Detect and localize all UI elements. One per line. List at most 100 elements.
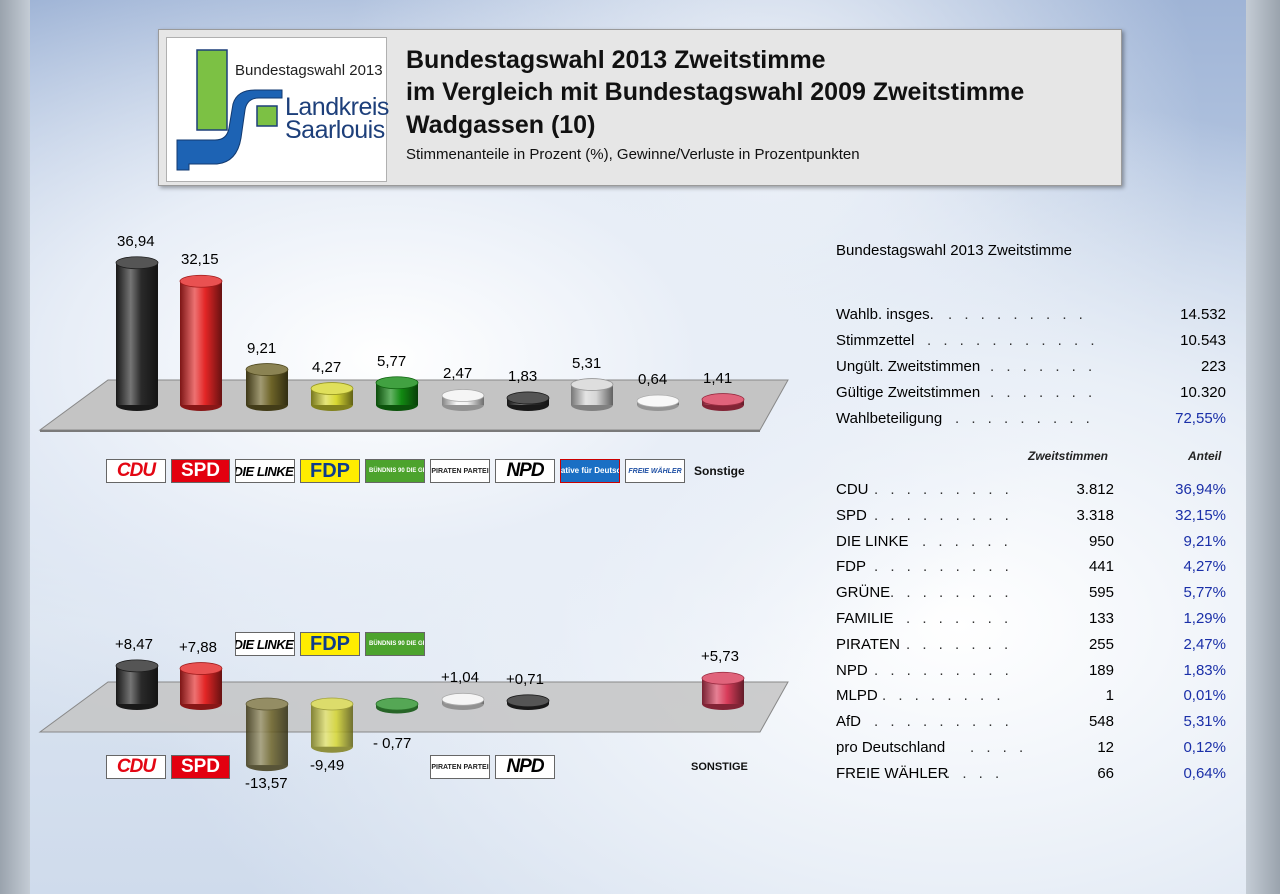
landkreis-logo-graphic [176,49,283,171]
value-label-8: 0,64 [638,371,668,388]
logo-npd-2: NPD [495,755,555,779]
party-votes: 950 [1088,532,1114,550]
party-share: 1,29% [1183,610,1226,627]
party-share: 36,94% [1175,481,1226,498]
party-share: 5,77% [1183,584,1226,602]
party-row: SPD . . . . . . . . . 3.318 32,15% [836,507,1226,529]
dot-leader: . . . . . . . [990,358,1097,375]
party-row: PIRATEN . . . . . . . 255 2,47% [836,636,1226,658]
change-bar-grüne [375,697,419,714]
logo-cdu-2: CDU [106,755,166,779]
party-row: DIE LINKE . . . . . . 950 9,21% [836,533,1226,555]
summary-value: 10.320 [1180,384,1226,401]
logo-freie-waehler: FREIE WÄHLER [625,459,685,483]
top-chart-floor-front [40,430,760,432]
party-row: FREIE WÄHLER. . . . 66 0,64% [836,765,1226,787]
summary-label: Ungült. Zweitstimmen [836,358,981,375]
bar-piraten [441,389,485,411]
logo-piraten: PIRATEN PARTEI [430,459,490,483]
change-bar-sonstige [701,671,745,710]
col-header-votes: Zweitstimmen [1028,449,1109,463]
party-votes: 548 [1088,713,1114,731]
party-row: CDU . . . . . . . . . 3.812 36,94% [836,481,1226,503]
change-label-6: +0,71 [506,670,544,688]
title-line3: Wadgassen (10) [406,111,596,139]
party-votes: 595 [1088,584,1114,602]
party-name: FAMILIE [836,610,894,627]
party-votes: 12 [1097,739,1114,756]
dot-leader: . . . . . . . [990,384,1097,401]
value-label-3: 4,27 [312,358,342,376]
label-sonstige: Sonstige [694,464,745,478]
summary-row: Wahlbeteiligung . . . . . . . . . 72,55% [836,410,1226,432]
logo-landkreis-text: Landkreis Saarlouis [285,93,389,143]
logo-afd: Alternative für Deutschland [560,459,620,483]
party-name: SPD [836,506,867,524]
summary-value: 72,55% [1175,410,1226,427]
change-bar-spd [179,662,223,710]
party-name: GRÜNE [836,584,891,602]
frame-left [0,0,30,894]
logo-line1: Landkreis [285,93,389,121]
dot-leader: . . . . . . . . . [874,661,1013,679]
party-name: FREIE WÄHLER [836,764,949,782]
party-name: NPD [836,661,868,679]
value-label-0: 36,94 [117,232,155,250]
dot-leader: . . . . [946,764,1004,782]
bar-die-linke [245,363,289,411]
party-votes: 3.318 [1076,506,1114,524]
logo-spd: SPD [171,459,230,483]
summary-label: Wahlbeteiligung [836,410,943,427]
change-label-2: -13,57 [245,775,288,793]
frame-right [1246,0,1280,894]
party-votes: 441 [1088,558,1114,576]
summary-row: Gültige Zweitstimmen . . . . . . . 10.320 [836,384,1226,406]
stats-title: Bundestagswahl 2013 Zweitstimme [836,242,1072,259]
party-votes: 66 [1097,764,1114,782]
summary-row: Stimmzettel . . . . . . . . . . . 10.543 [836,332,1226,354]
label-sonstige-caps: SONSTIGE [691,761,748,773]
col-header-share: Anteil [1188,449,1222,463]
party-name: pro Deutschland [836,739,946,756]
bar-freie-wähler [636,394,680,411]
party-share: 4,27% [1183,558,1226,576]
bar-afd [570,378,614,411]
party-row: GRÜNE. . . . . . . . 595 5,77% [836,584,1226,606]
change-label-0: +8,47 [115,635,153,653]
party-row: MLPD. . . . . . . . 1 0,01% [836,687,1226,709]
change-bar-npd [506,694,550,710]
value-label-7: 5,31 [572,354,602,372]
bar-sonstige [701,393,745,411]
change-label-7: +5,73 [701,648,739,666]
logo-year-text: Bundestagswahl 2013 [235,62,383,79]
party-share: 9,21% [1183,532,1226,550]
party-name: FDP [836,558,866,576]
party-row: FDP . . . . . . . . . 441 4,27% [836,558,1226,580]
change-bar-piraten [441,692,485,710]
logo-spd-2: SPD [171,755,230,779]
dot-leader: . . . . . . . . . [874,713,1013,731]
change-bar-cdu [115,659,159,710]
logo-gruene: BÜNDNIS 90 DIE GRÜNEN [365,459,425,483]
party-row: NPD . . . . . . . . . 189 1,83% [836,662,1226,684]
change-label-4: - 0,77 [373,735,412,753]
party-share: 5,31% [1183,713,1226,731]
logo-fdp-2: FDP [300,632,360,656]
party-share: 2,47% [1183,635,1226,653]
summary-label: Gültige Zweitstimmen [836,384,981,401]
logo-cdu: CDU [106,459,166,483]
summary-label: Stimmzettel [836,332,915,349]
summary-label: Wahlb. insges. [836,306,934,323]
bar-fdp [310,382,354,411]
dot-leader: . . . . . . . . . [955,410,1094,427]
dot-leader: . . . . . . . . . [874,481,1013,498]
logo-die-linke-2: DIE LINKE. [235,632,295,656]
value-label-9: 1,41 [703,369,733,387]
value-label-6: 1,83 [508,367,538,385]
party-row: pro Deutschland . . . . 12 0,12% [836,739,1226,761]
summary-value: 14.532 [1180,306,1226,323]
dot-leader: . . . . . . . . . [874,506,1013,524]
top-chart-bars [115,256,745,411]
